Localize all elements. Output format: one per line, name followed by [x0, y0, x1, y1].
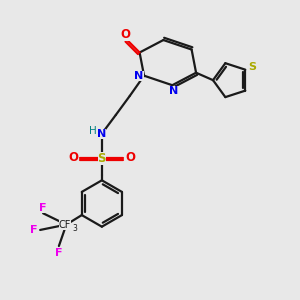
Text: 3: 3	[72, 224, 77, 233]
Text: S: S	[248, 62, 256, 72]
Text: O: O	[120, 28, 130, 40]
Text: H: H	[89, 126, 97, 136]
Text: N: N	[169, 85, 178, 96]
Text: O: O	[126, 151, 136, 164]
Text: N: N	[134, 71, 144, 81]
Text: CF: CF	[58, 220, 71, 230]
Text: F: F	[30, 225, 38, 235]
Text: N: N	[97, 129, 106, 139]
Text: F: F	[39, 203, 47, 213]
Text: S: S	[98, 152, 106, 165]
Text: F: F	[55, 248, 63, 257]
Text: O: O	[68, 151, 78, 164]
